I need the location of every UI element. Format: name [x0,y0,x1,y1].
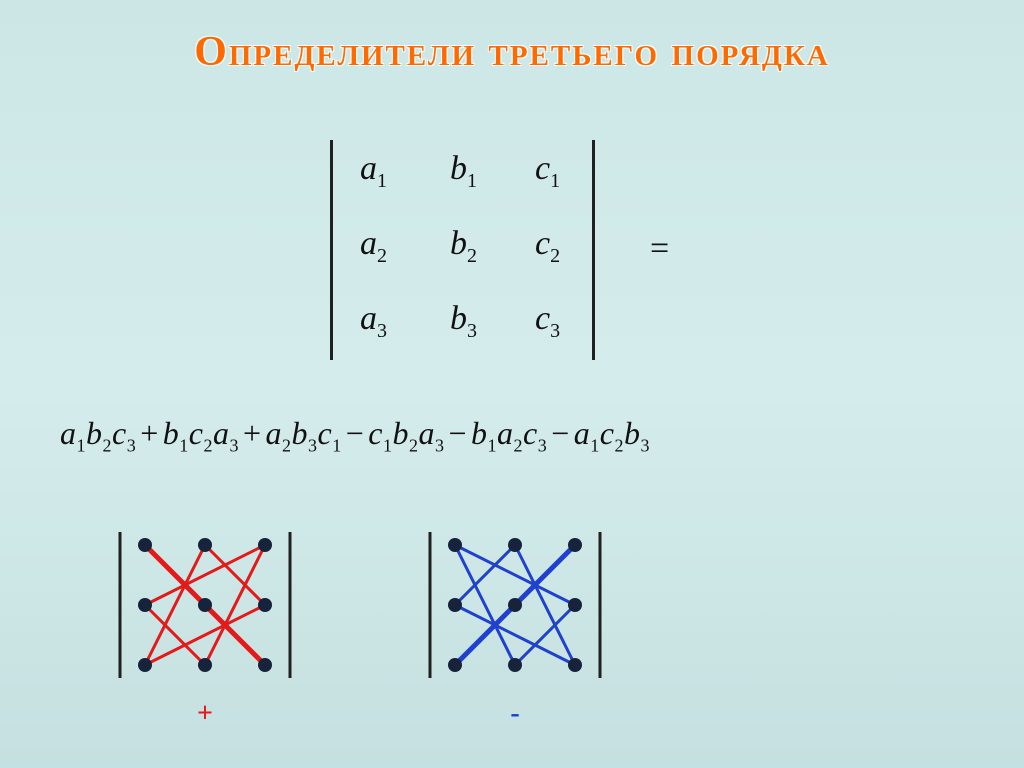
matrix-cell: b2 [450,225,477,268]
matrix-cell: c1 [535,150,560,193]
diagram-sign: + [100,698,310,730]
matrix-bar-left [330,140,333,360]
equals-sign: = [650,230,669,268]
matrix-cell: a1 [360,150,387,193]
matrix-bar-right [592,140,595,360]
expansion-formula: a1b2c3+b1c2a3+a2b3c1−c1b2a3−b1a2c3−a1c2b… [60,415,960,456]
matrix-cell: a2 [360,225,387,268]
determinant-matrix: a1 b1 c1 a2 b2 c2 a3 b3 c3 [330,140,630,360]
matrix-cell: c3 [535,300,560,343]
page-title: Определители третьего порядка [0,28,1024,76]
diagram-sign: - [410,698,620,730]
matrix-cell: b3 [450,300,477,343]
matrix-cell: a3 [360,300,387,343]
matrix-cell: c2 [535,225,560,268]
sarrus-plus-diagram: + [100,520,310,720]
sarrus-minus-diagram: - [410,520,620,720]
matrix-cell: b1 [450,150,477,193]
